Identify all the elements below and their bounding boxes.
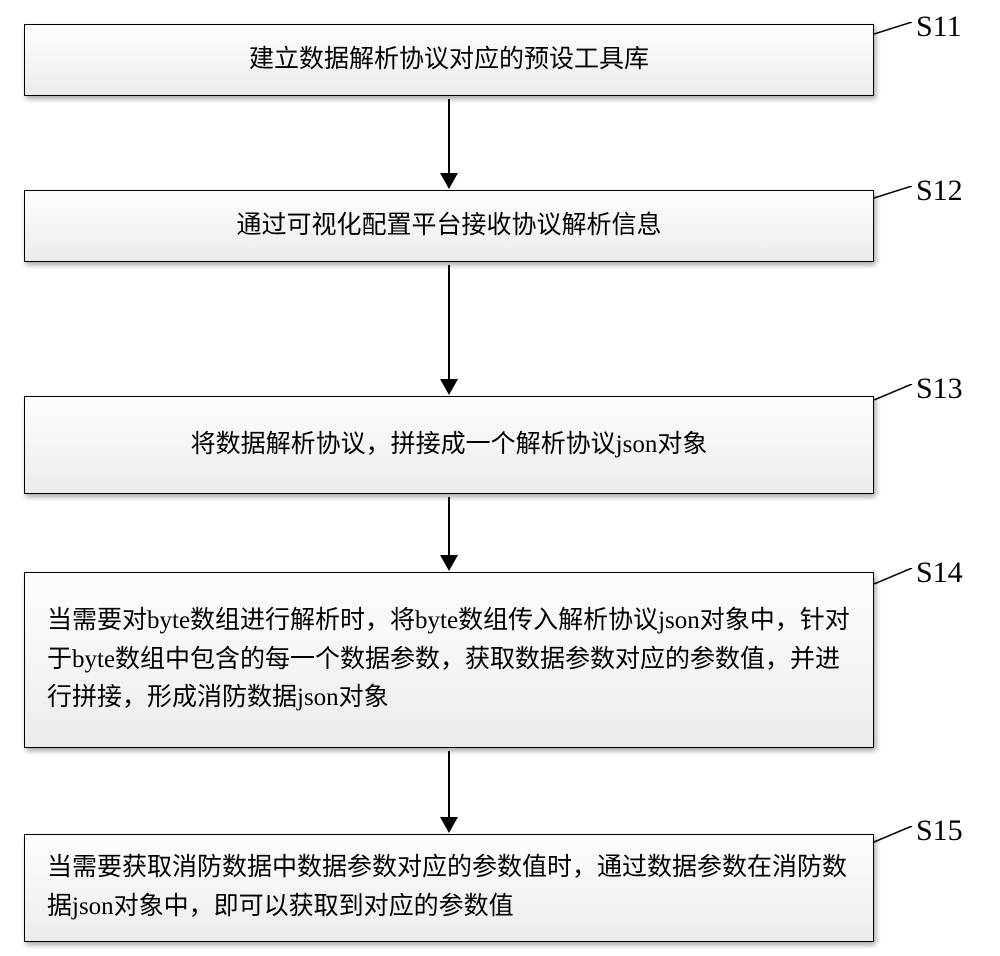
callout-s13 [874, 384, 914, 406]
flowchart-canvas: 建立数据解析协议对应的预设工具库 S11 通过可视化配置平台接收协议解析信息 S… [0, 0, 1000, 956]
arrow-head-s11-s12 [440, 173, 458, 189]
step-s14: 当需要对byte数组进行解析时，将byte数组传入解析协议json对象中，针对于… [24, 572, 874, 748]
step-s13-text: 将数据解析协议，拼接成一个解析协议json对象 [191, 426, 708, 465]
label-s12: S12 [916, 174, 963, 208]
step-s15: 当需要获取消防数据中数据参数对应的参数值时，通过数据参数在消防数据json对象中… [24, 834, 874, 942]
callout-s12 [874, 186, 914, 206]
callout-s14 [874, 568, 914, 590]
step-s15-text: 当需要获取消防数据中数据参数对应的参数值时，通过数据参数在消防数据json对象中… [47, 849, 851, 927]
label-s13: S13 [916, 372, 963, 406]
arrow-head-s12-s13 [440, 379, 458, 395]
label-s14: S14 [916, 556, 963, 590]
callout-s11 [874, 22, 914, 42]
callout-s15 [874, 826, 914, 848]
step-s12-text: 通过可视化配置平台接收协议解析信息 [236, 207, 661, 246]
step-s11-text: 建立数据解析协议对应的预设工具库 [249, 41, 649, 80]
label-s11: S11 [916, 10, 962, 44]
step-s13: 将数据解析协议，拼接成一个解析协议json对象 [24, 396, 874, 494]
step-s14-text: 当需要对byte数组进行解析时，将byte数组传入解析协议json对象中，针对于… [47, 602, 851, 718]
label-s15: S15 [916, 814, 963, 848]
arrow-s12-s13 [448, 265, 450, 381]
arrow-s13-s14 [448, 497, 450, 557]
step-s12: 通过可视化配置平台接收协议解析信息 [24, 190, 874, 262]
arrow-s11-s12 [448, 99, 450, 175]
arrow-s14-s15 [448, 751, 450, 819]
arrow-head-s14-s15 [440, 817, 458, 833]
step-s11: 建立数据解析协议对应的预设工具库 [24, 24, 874, 96]
arrow-head-s13-s14 [440, 555, 458, 571]
